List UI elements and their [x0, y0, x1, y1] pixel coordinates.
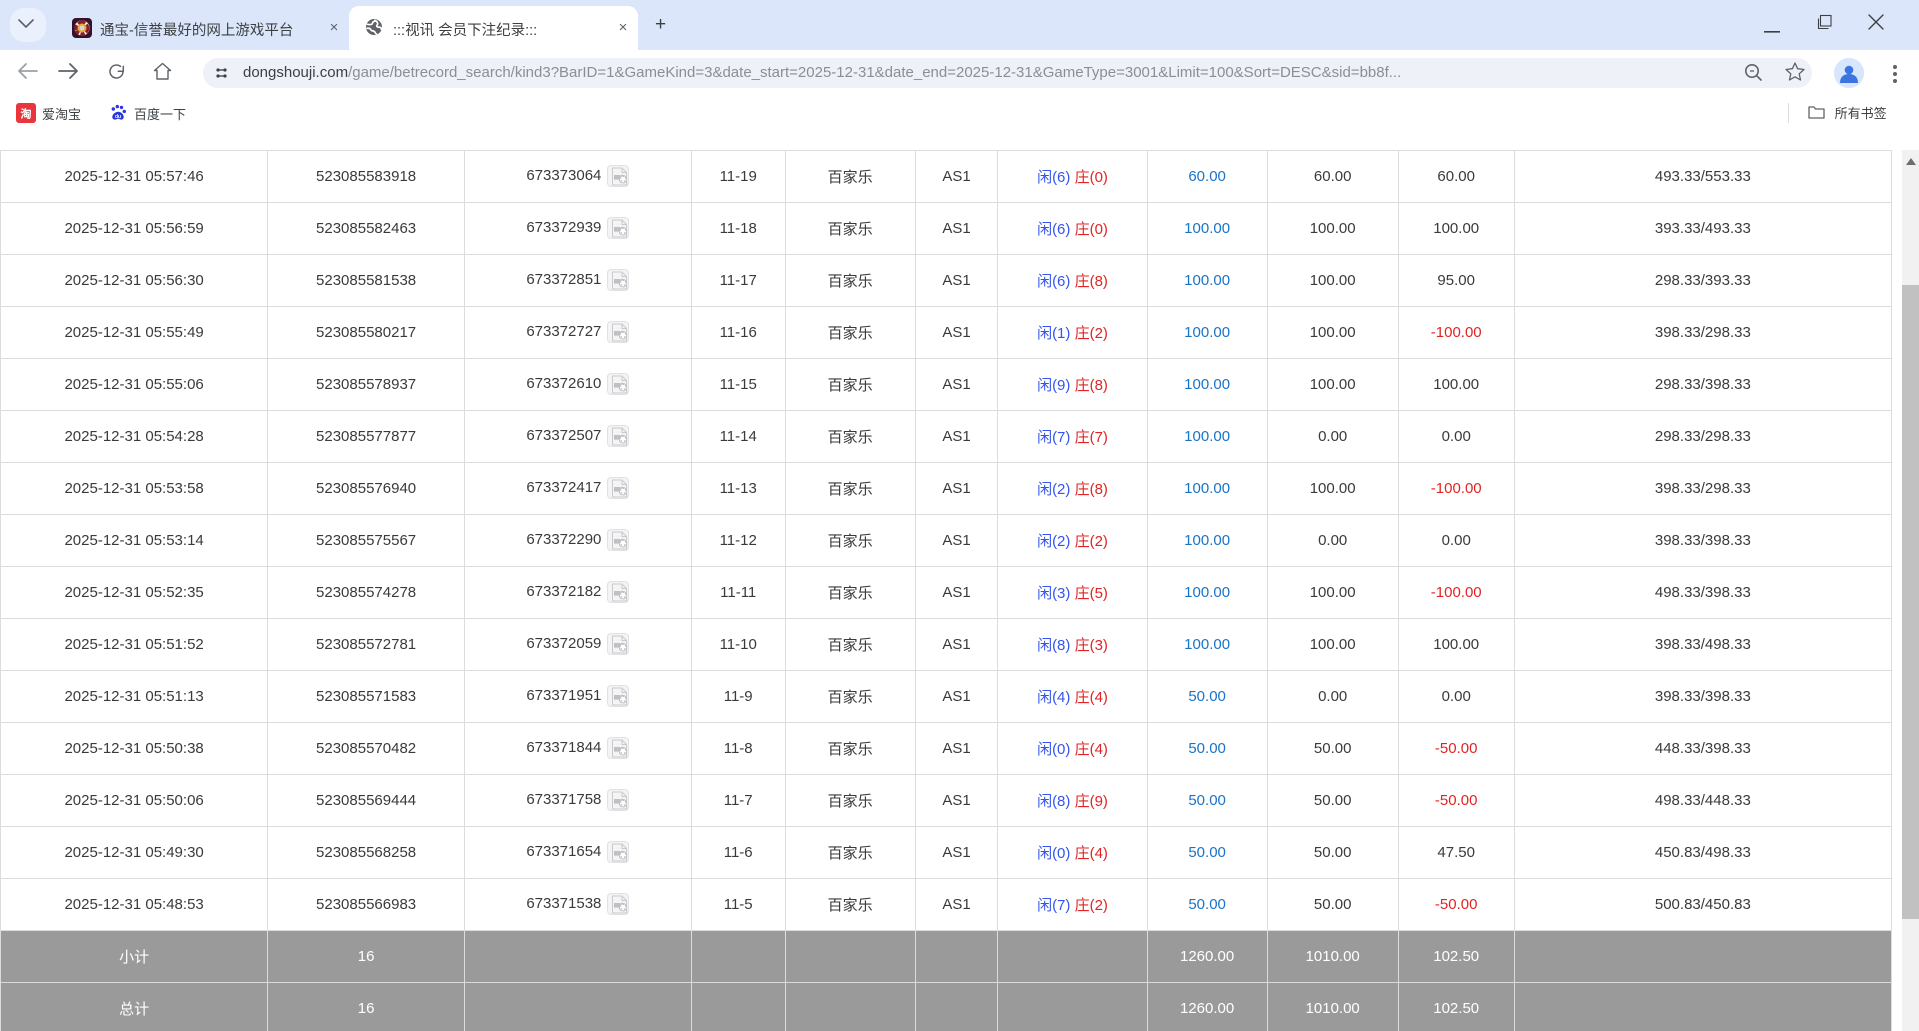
svg-text:淘: 淘: [21, 107, 32, 121]
svg-text:du: du: [115, 114, 121, 120]
